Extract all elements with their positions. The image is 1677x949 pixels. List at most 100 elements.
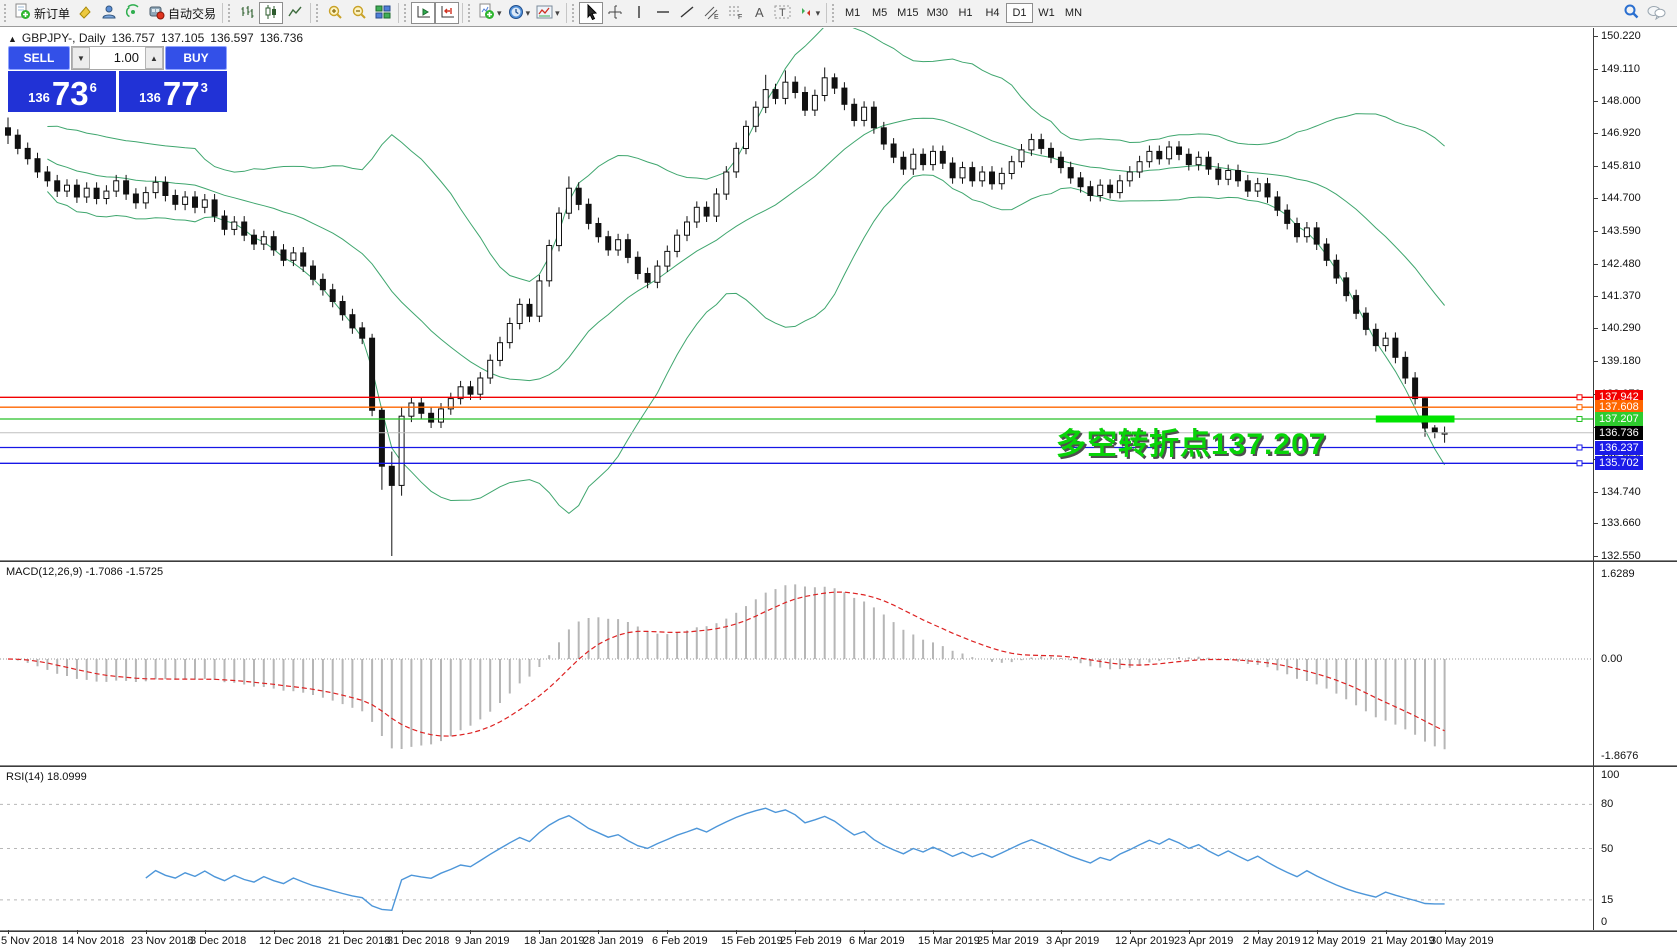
toolbar-drag-handle[interactable]	[404, 4, 408, 22]
line-handle[interactable]	[1576, 460, 1583, 467]
line-handle[interactable]	[1576, 404, 1583, 411]
rsi-scale-label: 80	[1601, 798, 1614, 810]
new-order-icon	[14, 3, 31, 23]
new-order-button[interactable]: 新订单	[11, 2, 73, 24]
timeframe-D1-button[interactable]: D1	[1005, 3, 1033, 23]
symbol-period-label: GBPJPY-, Daily	[21, 31, 106, 45]
axis-tick	[1317, 930, 1318, 934]
bollinger-middle-band	[47, 117, 1445, 382]
toolbar-drag-handle[interactable]	[316, 4, 320, 22]
text-button[interactable]: A	[747, 2, 771, 24]
timeframe-M30-button[interactable]: M30	[923, 3, 952, 23]
rsi-pane-chart	[0, 803, 1593, 912]
axis-tick	[1593, 198, 1598, 199]
tile-windows-button[interactable]	[371, 2, 395, 24]
toolbar-drag-handle[interactable]	[468, 4, 472, 22]
price-line-tag: 135.702	[1595, 456, 1643, 470]
date-label: 6 Mar 2019	[849, 935, 905, 947]
indicators-button[interactable]: ▾	[475, 2, 505, 24]
collapse-icon[interactable]: ▲	[8, 34, 17, 44]
timeframe-H4-button[interactable]: H4	[979, 3, 1006, 23]
search-button[interactable]	[1619, 2, 1643, 24]
buy-price[interactable]: 136 77 3	[119, 71, 227, 112]
toolbar-drag-handle[interactable]	[4, 4, 8, 22]
svg-text:E: E	[714, 14, 719, 20]
buy-price-pip: 3	[200, 80, 208, 95]
periods-button[interactable]: ▾	[505, 2, 534, 24]
cursor-button[interactable]	[578, 2, 603, 24]
navigator-button[interactable]	[97, 2, 121, 24]
axis-tick	[795, 930, 796, 934]
timeframe-M5-button[interactable]: M5	[866, 3, 893, 23]
text-label-button[interactable]: T	[771, 2, 795, 24]
crosshair-button[interactable]	[603, 2, 627, 24]
chevron-down-icon[interactable]: ▾	[815, 7, 821, 18]
macd-histogram	[16, 584, 1446, 750]
axis-tick	[1445, 930, 1446, 934]
sell-price[interactable]: 136 73 6	[8, 71, 116, 112]
autotrading-button[interactable]: 自动交易	[145, 2, 219, 24]
toolbar-drag-handle[interactable]	[832, 4, 836, 22]
auto-scroll-button[interactable]	[411, 2, 436, 24]
bar-chart-icon	[239, 4, 255, 23]
pane-splitter[interactable]	[0, 560, 1677, 562]
axis-tick	[667, 930, 668, 934]
arrows-button[interactable]: ▾	[795, 2, 824, 24]
volume-decrease-button[interactable]: ▼	[72, 47, 90, 69]
date-label: 2 May 2019	[1243, 935, 1301, 947]
axis-tick	[1593, 492, 1598, 493]
bar-chart-button[interactable]	[235, 2, 259, 24]
line-chart-button[interactable]	[283, 2, 307, 24]
line-handle[interactable]	[1576, 394, 1583, 401]
buy-button[interactable]: BUY	[165, 46, 227, 70]
toolbar-drag-handle[interactable]	[228, 4, 232, 22]
chevron-down-icon[interactable]: ▾	[555, 7, 560, 18]
axis-tick	[1593, 556, 1598, 557]
templates-button[interactable]: ▾	[533, 2, 563, 24]
volume-input[interactable]: 1.00	[113, 50, 139, 65]
chart-shift-button[interactable]	[435, 2, 460, 24]
timeframe-W1-button[interactable]: W1	[1033, 3, 1060, 23]
metaeditor-button[interactable]	[73, 2, 97, 24]
zoom-in-button[interactable]	[323, 2, 347, 24]
chevron-down-icon[interactable]: ▾	[497, 7, 502, 18]
toolbar-separator	[826, 3, 828, 23]
timeframe-H1-button[interactable]: H1	[952, 3, 979, 23]
chevron-down-icon[interactable]: ▾	[525, 7, 531, 18]
pivot-annotation-text[interactable]: 多空转折点137.207	[1056, 428, 1327, 461]
horizontal-line-button[interactable]	[651, 2, 675, 24]
equidistant-channel-button[interactable]: E	[699, 2, 723, 24]
volume-increase-button[interactable]: ▲	[145, 47, 163, 69]
timeframe-M15-button[interactable]: M15	[893, 3, 922, 23]
bid-price-tag: 136.736	[1595, 426, 1643, 440]
sell-button[interactable]: SELL	[8, 46, 70, 70]
signals-icon	[125, 3, 141, 23]
pivot-highlight-segment[interactable]	[1375, 415, 1455, 423]
line-handle[interactable]	[1576, 416, 1583, 422]
timeframe-M1-button[interactable]: M1	[839, 3, 866, 23]
toolbar-separator	[222, 3, 224, 23]
trendline-button[interactable]	[675, 2, 699, 24]
svg-text:A: A	[755, 5, 764, 20]
chat-button[interactable]	[1643, 2, 1669, 24]
fibonacci-button[interactable]: F	[723, 2, 747, 24]
candlestick-button[interactable]	[259, 2, 284, 24]
zoom-out-button[interactable]	[347, 2, 371, 24]
signals-button[interactable]	[121, 2, 145, 24]
trendline-icon	[679, 4, 695, 23]
text-icon: A	[751, 4, 767, 23]
vertical-line-button[interactable]	[627, 2, 651, 24]
axis-tick	[274, 930, 275, 934]
cursor-icon	[584, 3, 598, 23]
price-scale-label: 139.180	[1601, 355, 1641, 367]
pane-splitter	[0, 930, 1677, 932]
sell-price-pip: 6	[89, 80, 97, 95]
axis-tick	[1593, 231, 1598, 232]
date-label: 5 Nov 2018	[1, 935, 58, 947]
timeframe-MN-button[interactable]: MN	[1060, 3, 1087, 23]
pane-splitter[interactable]	[0, 765, 1677, 767]
line-handle[interactable]	[1576, 444, 1583, 451]
toolbar-drag-handle[interactable]	[571, 4, 576, 22]
rsi-scale-label: 15	[1601, 894, 1614, 906]
date-label: 12 Apr 2019	[1115, 935, 1175, 947]
